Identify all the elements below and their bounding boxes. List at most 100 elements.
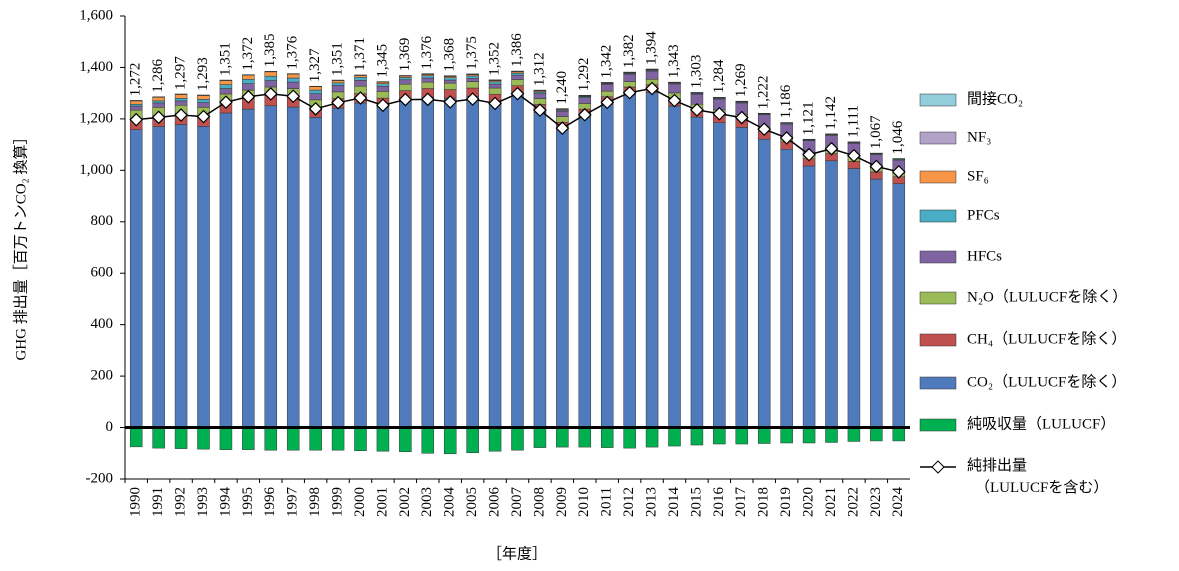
net-marker [757,122,772,137]
bar-segment [174,124,188,428]
bar-segment [197,427,210,450]
net-marker [353,91,368,105]
bar-segment [174,98,188,102]
bar-segment [847,168,861,428]
bar-segment [533,89,547,91]
legend-label: 間接CO₂ [967,90,1023,107]
total-label: 1,272 [128,63,144,97]
bar-segment [331,80,345,84]
bar-segment [174,94,188,99]
net-marker [734,110,749,125]
net-marker [398,92,413,107]
bar-segment [399,427,412,452]
total-label: 1,067 [868,115,884,149]
bar-segment [892,183,906,428]
y-tick-label: -200 [86,470,114,486]
legend-label: HFCs [967,248,1002,264]
total-label: 1,293 [195,57,211,91]
x-tick-label: 2003 [419,487,435,517]
net-marker [241,89,256,104]
net-marker [151,110,166,125]
x-tick-label: 2010 [576,487,592,517]
bar-segment [129,427,143,448]
net-marker [420,92,435,107]
net-marker [533,103,547,117]
total-label: 1,303 [688,55,704,89]
bar-segment [443,427,457,455]
net-marker [376,98,390,113]
bar-segment [556,129,569,428]
bar-segment [399,75,412,77]
bar-segment [511,427,524,451]
bar-segment [399,83,412,91]
bar-segment [264,427,278,451]
legend-label: 純排出量（LULUCFを含む） [967,457,1108,496]
net-marker [263,87,278,101]
legend-swatch [919,131,957,145]
x-tick-label: 2017 [733,487,749,518]
bar-segment [870,178,883,428]
bar-segment [152,102,165,108]
x-axis-label: ［年度］ [487,545,547,562]
x-tick-label: 2012 [621,487,637,517]
x-tick-label: 2009 [554,487,570,517]
bar-segment [443,77,457,81]
x-tick-label: 2015 [688,487,704,517]
bar-segment [242,83,255,91]
bar-segment [623,94,636,428]
bar-segment [376,106,390,428]
bar-segment [847,427,861,442]
total-label: 1,371 [352,37,368,71]
bar-segment [690,116,704,428]
net-marker [667,93,682,108]
bar-segment [129,129,143,428]
bar-segment [376,85,390,92]
bar-segment [331,427,345,451]
x-tick-label: 2023 [868,487,884,517]
bar-segment [443,75,457,77]
bar-segment [242,79,255,84]
x-tick-label: 2021 [823,487,839,517]
bar-segment [174,100,188,106]
bar-segment [690,427,704,446]
legend-swatch [919,170,957,184]
bar-segment [309,117,322,428]
x-tick-label: 1999 [330,487,346,517]
bar-segment [264,80,278,88]
bar-segment [690,93,704,105]
bar-segment [376,83,390,87]
bar-segment [713,427,726,445]
net-marker [308,102,323,116]
bar-segment [152,427,165,449]
bar-segment [264,75,278,81]
bar-segment [511,70,524,72]
bar-segment [443,82,457,90]
bar-segment [802,427,816,444]
total-label: 1,385 [262,34,278,68]
total-label: 1,240 [554,71,570,105]
bar-segment [713,122,726,428]
bar-segment [870,427,883,442]
x-tick-label: 2011 [599,487,615,516]
x-tick-label: 2018 [756,487,772,517]
bar-segment [354,80,367,87]
total-label: 1,376 [419,35,435,69]
bar-segment [309,89,322,94]
y-axis-label: GHG 排出量［百万トンCO₂ 換算］ [11,129,29,360]
bar-segment [129,103,143,107]
x-tick-label: 1992 [173,487,189,517]
bar-segment [197,126,210,428]
bar-segment [376,91,390,99]
bar-segment [152,97,165,102]
net-marker [174,108,188,122]
x-tick-label: 2007 [509,487,525,518]
bar-segment [197,99,210,103]
legend-label: NF₃ [967,129,991,145]
bar-segment [354,427,367,451]
bar-segment [757,427,771,444]
bar-segment [825,160,838,428]
bar-segment [242,427,255,450]
bar-segment [443,79,457,84]
total-label: 1,386 [509,33,525,67]
